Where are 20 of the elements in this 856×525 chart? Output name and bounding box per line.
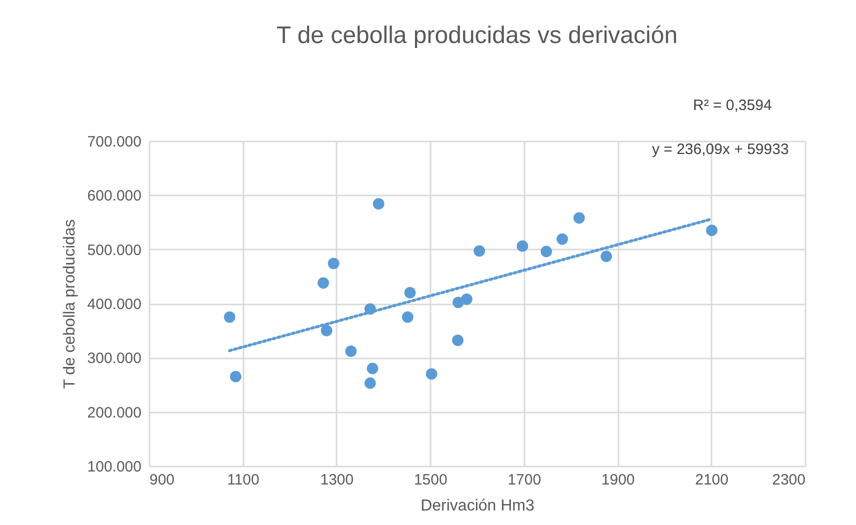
y-tick-label: 700.000 [87, 134, 142, 150]
y-tick-label: 300.000 [87, 350, 142, 368]
chart-title: T de cebolla producidas vs derivación [276, 22, 678, 49]
annotation: y = 236,09x + 59933 [652, 141, 789, 158]
y-tick-label: 600.000 [87, 188, 142, 205]
y-axis-title: T de cebolla producidas [61, 219, 78, 389]
x-axis-title: Derivación Hm3 [420, 498, 535, 514]
y-tick-label: 200.000 [87, 404, 142, 422]
x-tick-label: 1900 [601, 472, 635, 488]
x-tick-label: 1300 [320, 472, 354, 488]
x-tick-label: 1500 [414, 472, 448, 488]
x-tick-label: 2100 [695, 472, 728, 488]
x-tick-label: 1100 [227, 472, 260, 488]
x-tick-label: 1700 [508, 472, 542, 488]
x-tick-label: 2300 [772, 472, 806, 488]
y-tick-label: 400.000 [87, 296, 142, 313]
y-tick-label: 100.000 [87, 458, 142, 476]
x-tick-label: 900 [150, 472, 175, 488]
y-tick-label: 500.000 [87, 242, 142, 259]
text: R² = 0,3594 [693, 97, 772, 114]
